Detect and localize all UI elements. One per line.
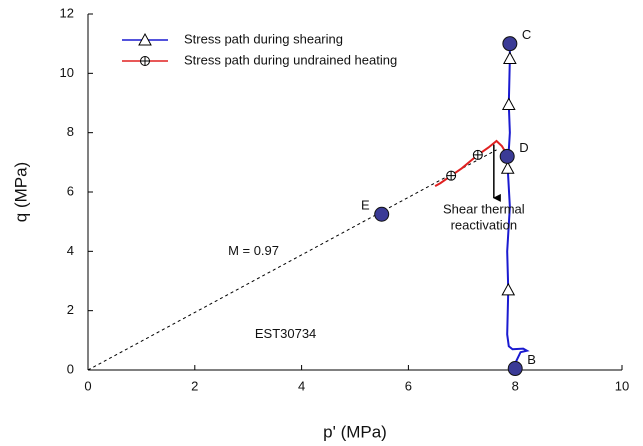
point-label: C [522,27,531,42]
annotation-text: reactivation [451,217,517,232]
marker-circle-plus [140,56,150,66]
marker-triangle [503,51,517,64]
y-axis-label: q (MPa) [11,162,30,222]
annotation-text: EST30734 [255,326,316,341]
y-tick-label: 12 [60,5,74,20]
point-label: E [361,198,370,213]
y-tick-label: 10 [60,65,74,80]
marker-triangle [500,161,515,174]
annotation-text: Shear thermal [443,201,525,216]
marker-triangle [138,32,152,46]
marker-circle-plus [446,170,457,181]
point [499,148,515,164]
x-tick-label: 4 [298,378,305,393]
y-tick-label: 8 [67,124,74,139]
point-label: D [519,140,528,155]
marker-cross [446,171,456,181]
series-line [434,139,509,187]
marker-cross [140,56,150,66]
point [507,361,523,377]
marker-circle-plus [472,149,483,160]
reference-line [87,149,497,371]
series-line [506,43,530,369]
y-tick-label: 2 [67,302,74,317]
y-tick-label: 6 [67,183,74,198]
marker-triangle [501,282,516,296]
x-axis-label: p' (MPa) [323,422,387,441]
marker-cross [473,150,483,160]
legend-label: Stress path during shearing [184,31,343,46]
annotation-text: M = 0.97 [228,243,279,258]
legend-label: Stress path during undrained heating [184,52,397,67]
x-tick-label: 8 [512,378,519,393]
x-tick-label: 2 [191,378,198,393]
y-tick-label: 0 [67,361,74,376]
x-tick-label: 6 [405,378,412,393]
marker-triangle [501,97,516,110]
point-label: B [527,352,536,367]
x-tick-label: 10 [615,378,629,393]
y-tick-label: 4 [67,243,74,258]
x-tick-label: 0 [84,378,91,393]
point [502,36,518,52]
point [374,206,390,222]
